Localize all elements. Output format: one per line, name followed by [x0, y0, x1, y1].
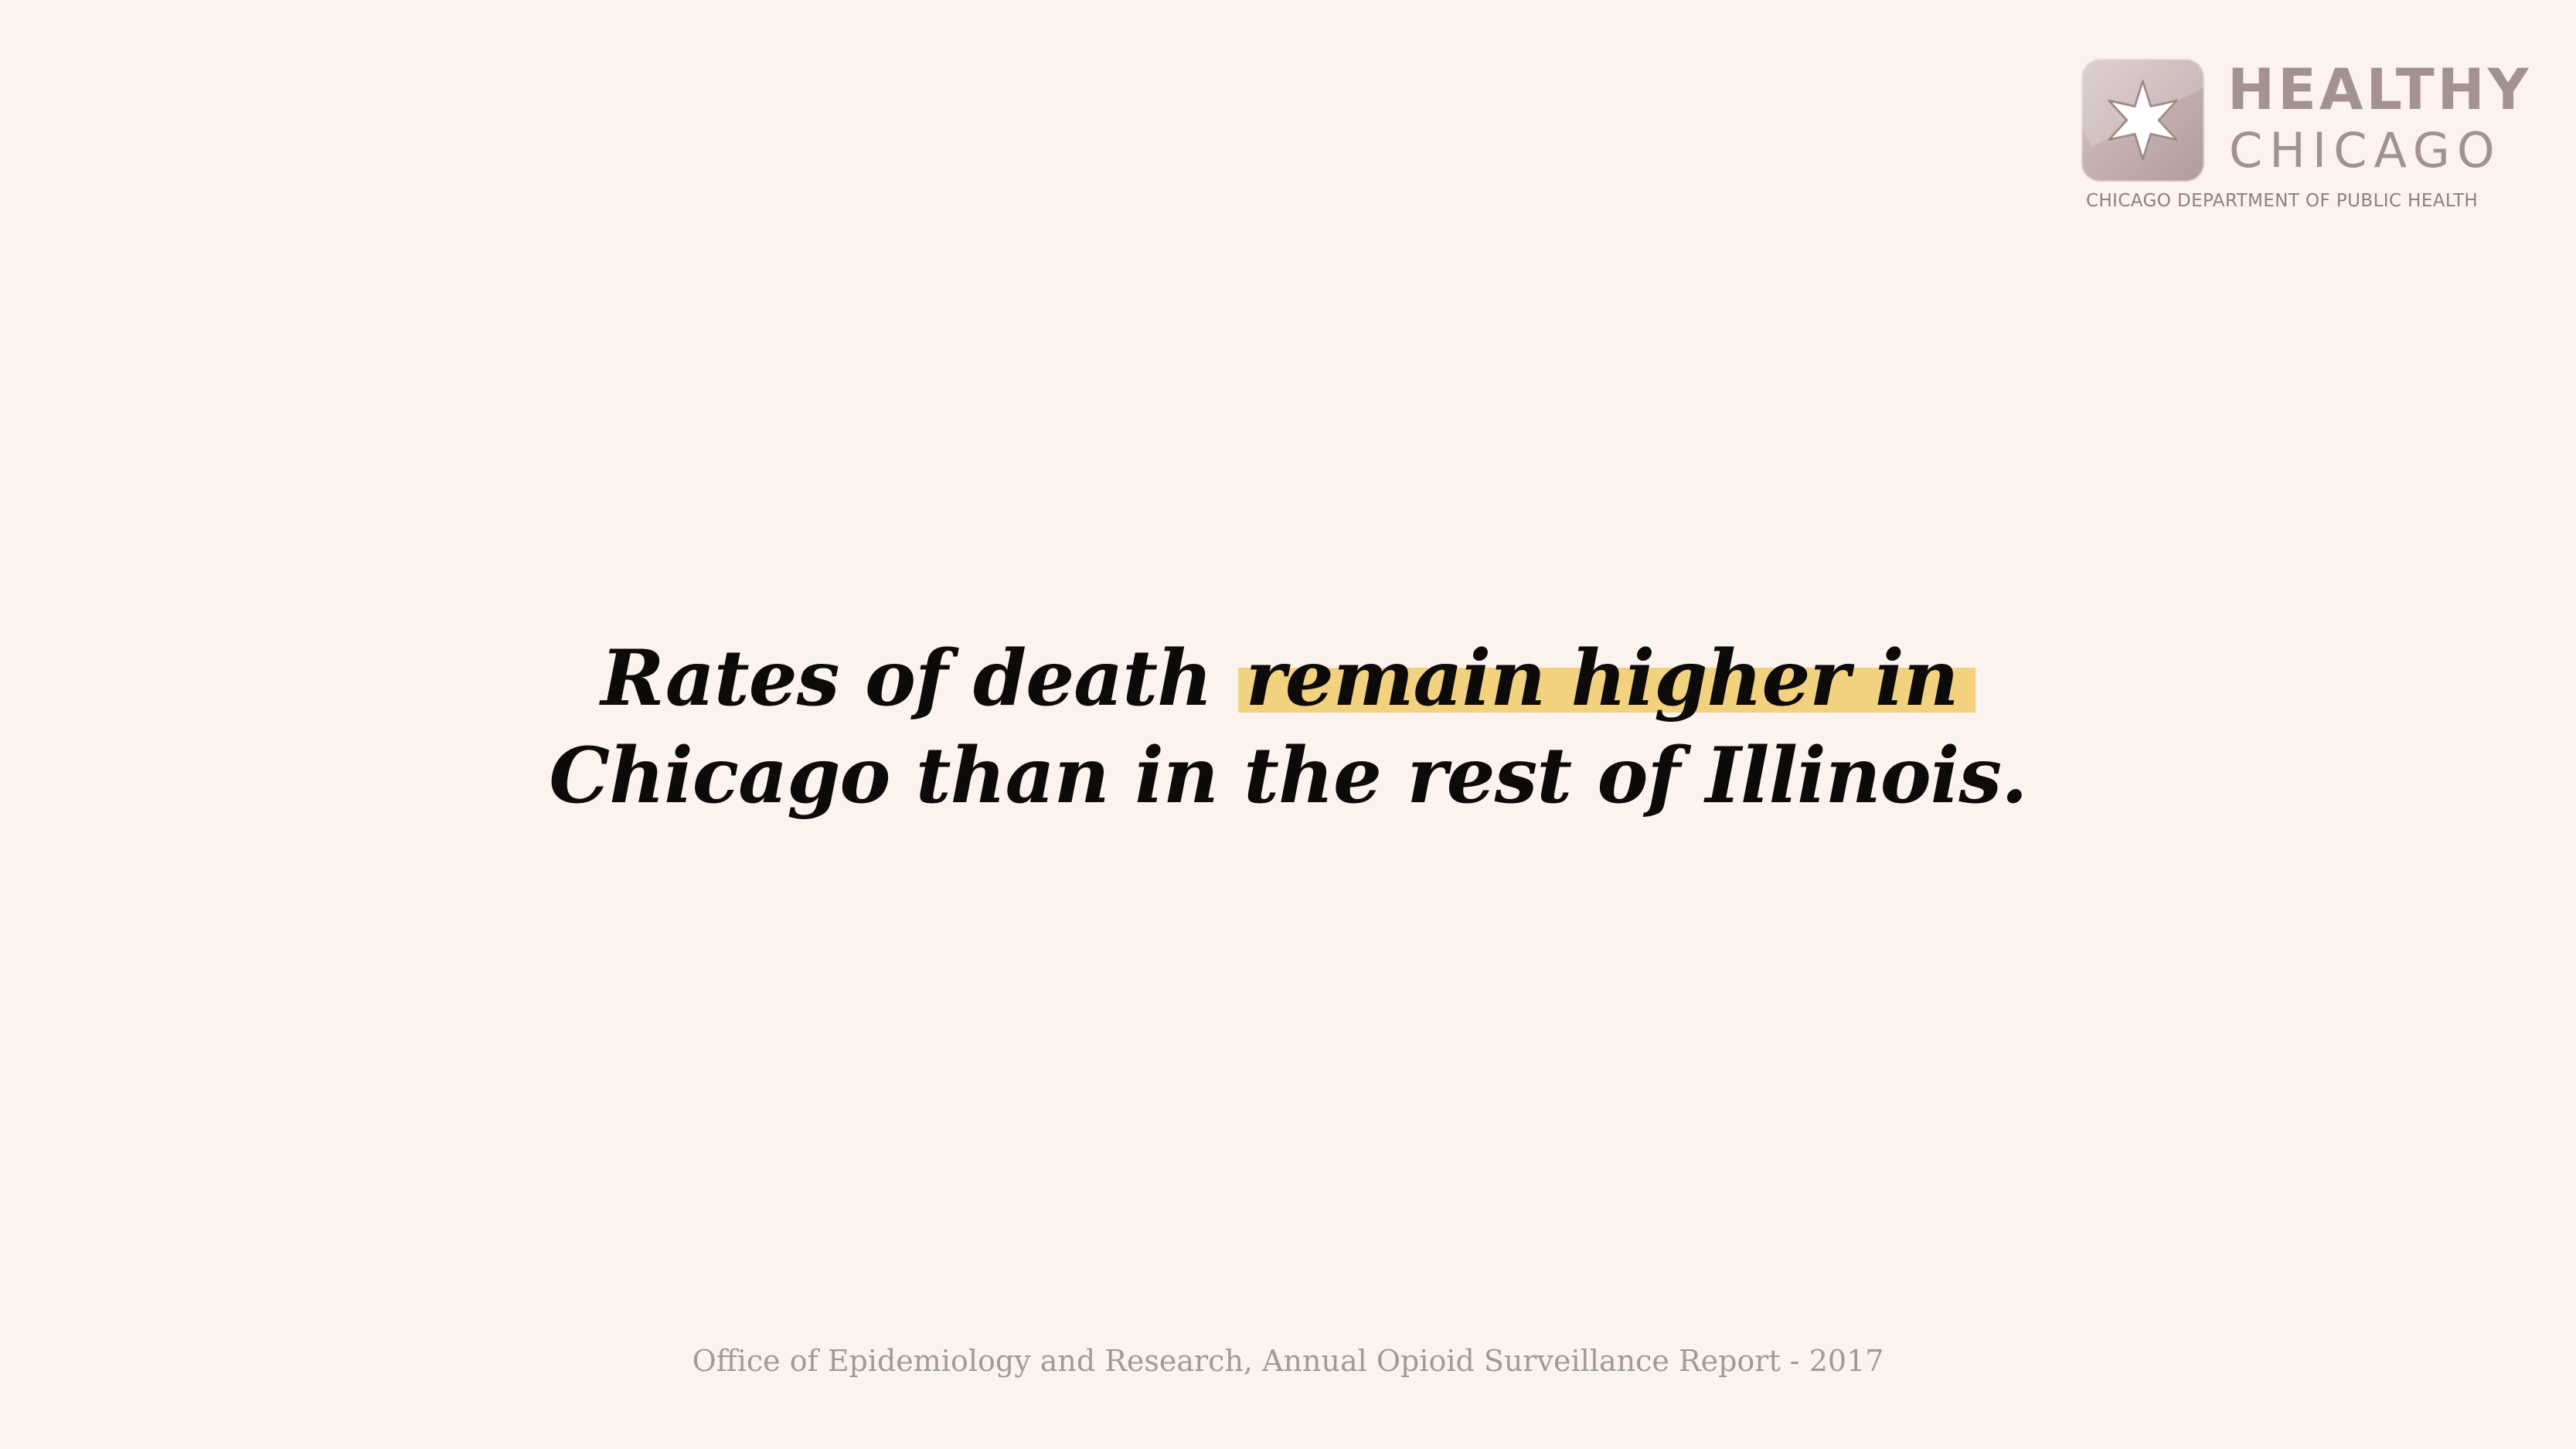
- source-footer: Office of Epidemiology and Research, Ann…: [692, 1344, 1884, 1378]
- headline: Rates of death remain higher in Chicago …: [309, 630, 2267, 825]
- logo-wordmark-chicago: CHICAGO: [2229, 122, 2502, 179]
- logo-badge: [2081, 59, 2204, 182]
- healthy-chicago-logo: HEALTHY CHICAGO CHICAGO DEPARTMENT OF PU…: [2079, 59, 2529, 221]
- headline-line-1: Rates of death remain higher in: [309, 630, 2267, 727]
- logo-department-name: CHICAGO DEPARTMENT OF PUBLIC HEALTH: [2086, 191, 2479, 211]
- headline-highlight: remain higher in: [1237, 634, 1975, 723]
- six-point-star-icon: [2108, 80, 2178, 161]
- headline-line-1-text: Rates of death: [601, 634, 1238, 723]
- logo-wordmark-healthy: HEALTHY: [2227, 57, 2532, 123]
- headline-line-2: Chicago than in the rest of Illinois.: [549, 731, 2027, 821]
